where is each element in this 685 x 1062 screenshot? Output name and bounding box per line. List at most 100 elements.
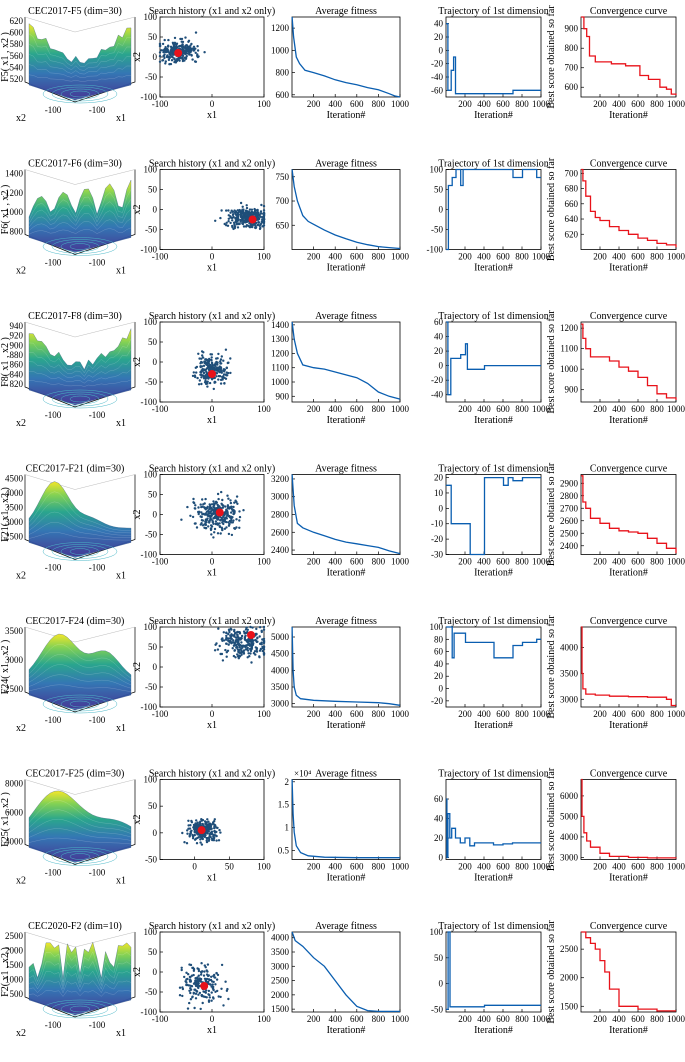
- history-point: [204, 360, 207, 363]
- history-point: [192, 371, 195, 374]
- x-tick-label: 800: [650, 557, 664, 567]
- history-point: [187, 824, 190, 827]
- y-tick-label: -100: [45, 410, 62, 420]
- history-point: [208, 835, 212, 838]
- history-point: [193, 374, 197, 377]
- history-point: [205, 973, 209, 976]
- history-point: [210, 527, 213, 531]
- y-tick-label: 2600: [271, 527, 290, 537]
- x-tick-label: 200: [307, 99, 321, 109]
- y-axis-label: Best score obtained so far: [546, 920, 557, 1024]
- history-point: [207, 510, 210, 513]
- grid-line: [24, 779, 76, 795]
- x-tick-label: -100: [152, 557, 169, 567]
- contour-line: [60, 851, 100, 862]
- y-tick-label: 3500: [271, 947, 290, 957]
- x-tick-label: 1000: [667, 557, 685, 567]
- history-point: [207, 993, 210, 996]
- history-point: [224, 373, 227, 376]
- x-tick-label: 200: [307, 252, 321, 262]
- grid-line: [74, 169, 136, 185]
- history-point: [207, 989, 211, 993]
- history-point: [262, 625, 266, 629]
- history-point: [251, 626, 254, 629]
- history-point: [189, 987, 192, 990]
- x-tick-label: 600: [631, 99, 645, 109]
- history-point: [231, 210, 235, 214]
- history-point: [200, 382, 203, 386]
- y-exponent-label: ×10⁴: [294, 769, 311, 779]
- history-point: [201, 513, 204, 516]
- x-tick-label: 1000: [391, 99, 410, 109]
- panel-title: Search history (x1 and x2 only): [149, 769, 275, 780]
- history-point: [212, 387, 215, 391]
- x-axis-label: x1: [116, 418, 126, 429]
- history-point: [227, 214, 230, 217]
- z-tick-label: 540: [10, 62, 24, 72]
- y-axis-label: Best score obtained so far: [546, 5, 557, 109]
- history-point: [233, 226, 236, 230]
- surface-mesh: [28, 941, 132, 1016]
- history-point: [225, 224, 228, 227]
- history-point: [214, 983, 217, 986]
- history-point: [233, 630, 236, 633]
- history-point: [229, 501, 233, 505]
- y-tick-label: 620: [565, 229, 579, 239]
- history-point: [217, 995, 220, 998]
- y-tick-label: 1500: [560, 1001, 579, 1011]
- history-point: [225, 221, 228, 224]
- history-point: [214, 368, 218, 372]
- history-point: [202, 990, 205, 993]
- history-point: [249, 625, 252, 629]
- history-point: [193, 1006, 196, 1010]
- history-point: [203, 964, 206, 967]
- history-point: [210, 378, 214, 381]
- surface-mesh-line: [28, 644, 132, 679]
- history-point: [229, 521, 233, 524]
- y-tick-label: -50: [145, 377, 157, 387]
- x-tick-label: -100: [89, 105, 106, 115]
- axes-box: [291, 16, 401, 98]
- history-point: [186, 832, 189, 835]
- history-point: [181, 43, 184, 46]
- history-point: [200, 994, 204, 998]
- x-tick-label: 1000: [532, 252, 551, 262]
- panel-title: Trajectory of 1st dimension: [438, 464, 548, 475]
- convergence-line: [581, 323, 677, 400]
- y-tick-label: 3200: [271, 474, 290, 484]
- history-point: [203, 977, 207, 980]
- history-point: [238, 519, 241, 522]
- x-tick-label: 600: [631, 1014, 645, 1024]
- y-tick-label: 3000: [271, 699, 290, 709]
- panel-title: Trajectory of 1st dimension: [438, 769, 548, 780]
- history-point: [208, 503, 211, 506]
- y-tick-label: -100: [45, 868, 62, 878]
- history-point: [164, 46, 167, 49]
- history-point: [186, 505, 189, 509]
- history-point: [238, 645, 241, 649]
- history-point: [225, 371, 228, 374]
- history-point: [199, 820, 202, 823]
- history-point: [194, 51, 197, 54]
- history-point: [208, 824, 211, 827]
- y-tick-label: 50: [434, 953, 444, 963]
- x-tick-label: 0: [210, 709, 215, 719]
- y-tick-label: 0: [439, 853, 444, 863]
- y-tick-label: 3500: [271, 682, 290, 692]
- contour-line: [60, 241, 100, 252]
- history-point: [217, 505, 220, 509]
- history-point: [222, 1004, 225, 1007]
- z-tick-label: 940: [10, 321, 24, 331]
- history-point: [221, 498, 224, 502]
- history-point: [232, 508, 235, 512]
- x-tick-label: 800: [372, 557, 386, 567]
- history-point: [201, 498, 204, 501]
- history-point: [192, 497, 195, 501]
- history-point: [253, 650, 257, 653]
- history-point: [218, 522, 221, 525]
- history-point: [225, 634, 228, 638]
- history-point: [224, 980, 227, 983]
- z-tick-label: 1000: [5, 207, 24, 217]
- history-point: [246, 647, 249, 650]
